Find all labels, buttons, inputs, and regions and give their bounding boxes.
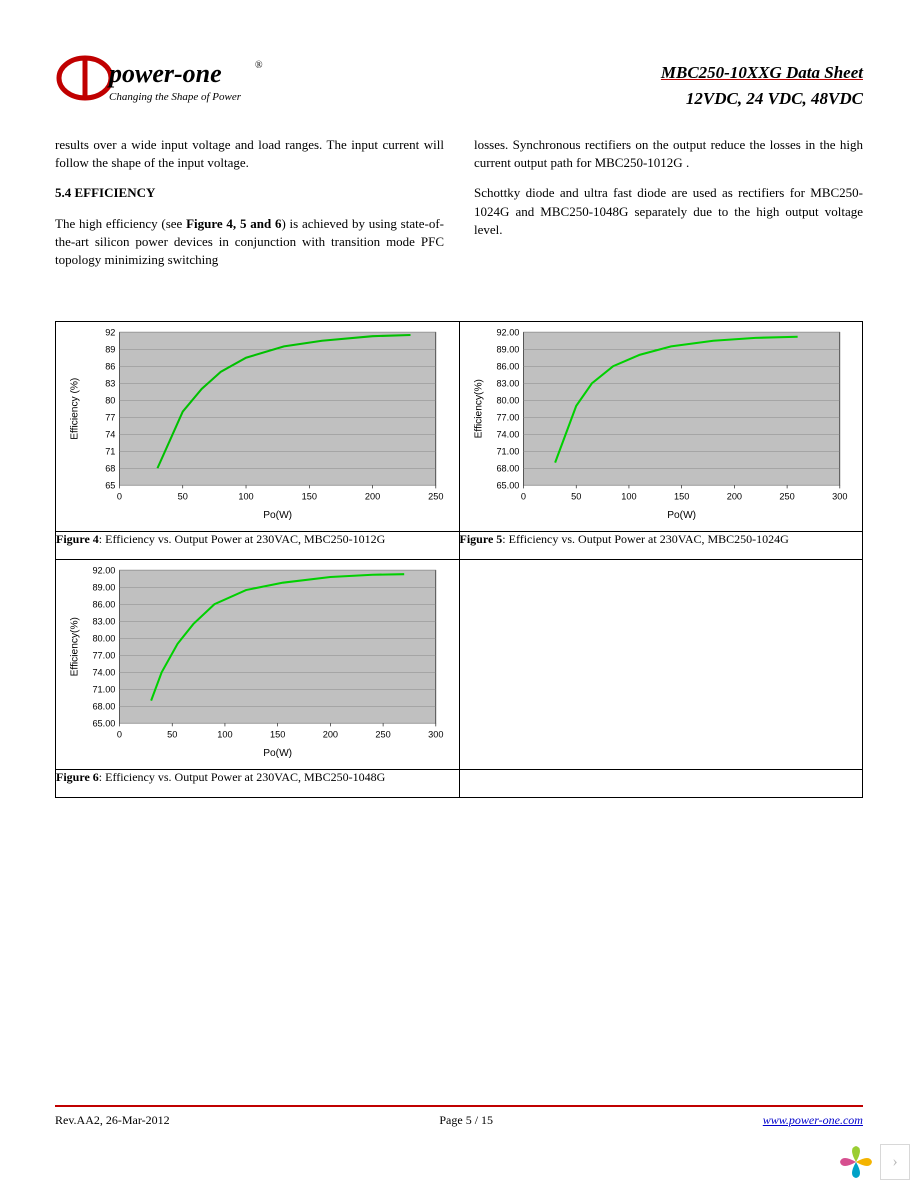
empty-caption (459, 770, 863, 798)
svg-text:71.00: 71.00 (496, 446, 519, 456)
svg-text:74: 74 (105, 429, 115, 439)
doc-title: MBC250-10XXG Data Sheet 12VDC, 24 VDC, 4… (661, 60, 863, 111)
svg-text:77.00: 77.00 (92, 650, 115, 660)
svg-text:200: 200 (365, 492, 380, 502)
right-p2: Schottky diode and ultra fast diode are … (474, 184, 863, 239)
svg-text:68.00: 68.00 (92, 701, 115, 711)
figure6-cell: 65.00 68.00 71.00 74.00 77.00 80.00 83.00 86.00… (56, 560, 460, 770)
svg-text:power-one: power-one (107, 59, 222, 88)
svg-text:65.00: 65.00 (496, 480, 519, 490)
svg-text:Efficiency(%): Efficiency(%) (70, 617, 81, 676)
figure4-cell: 65 68 71 74 77 80 83 86 89 92 0 50 100 150 200 250 Po(W)… (56, 322, 460, 532)
svg-text:92.00: 92.00 (496, 327, 519, 337)
rev-text: Rev.AA2, 26-Mar-2012 (55, 1113, 170, 1128)
svg-text:®: ® (255, 60, 263, 71)
svg-text:Efficiency (%): Efficiency (%) (70, 378, 81, 440)
figure6-caption: Figure 6: Efficiency vs. Output Power at… (56, 770, 460, 798)
svg-text:250: 250 (375, 730, 390, 740)
svg-text:100: 100 (238, 492, 253, 502)
svg-text:150: 150 (270, 730, 285, 740)
svg-text:100: 100 (621, 492, 636, 502)
svg-text:83: 83 (105, 378, 115, 388)
title-line2: 12VDC, 24 VDC, 48VDC (661, 86, 863, 112)
page-header: power-one ® Changing the Shape of Power … (55, 50, 863, 111)
svg-text:92.00: 92.00 (92, 565, 115, 575)
page-footer: Rev.AA2, 26-Mar-2012 Page 5 / 15 www.pow… (55, 1105, 863, 1128)
svg-text:50: 50 (167, 730, 177, 740)
svg-text:200: 200 (323, 730, 338, 740)
svg-text:80: 80 (105, 395, 115, 405)
footer-link[interactable]: www.power-one.com (763, 1113, 863, 1128)
svg-text:250: 250 (428, 492, 443, 502)
svg-text:100: 100 (217, 730, 232, 740)
left-p2b: Figure 4, 5 and 6 (186, 216, 281, 231)
fig6-bold: Figure 6 (56, 770, 99, 784)
svg-text:89.00: 89.00 (92, 582, 115, 592)
svg-text:71.00: 71.00 (92, 684, 115, 694)
svg-text:68.00: 68.00 (496, 463, 519, 473)
svg-text:150: 150 (674, 492, 689, 502)
svg-text:83.00: 83.00 (92, 616, 115, 626)
svg-text:80.00: 80.00 (496, 395, 519, 405)
svg-text:0: 0 (117, 492, 122, 502)
svg-text:89.00: 89.00 (496, 344, 519, 354)
svg-text:250: 250 (779, 492, 794, 502)
section-heading: 5.4 EFFICIENCY (55, 184, 444, 202)
brand-logo: power-one ® Changing the Shape of Power (55, 50, 275, 110)
svg-text:Po(W): Po(W) (263, 748, 292, 759)
svg-text:74.00: 74.00 (496, 429, 519, 439)
svg-text:300: 300 (428, 730, 443, 740)
svg-text:Po(W): Po(W) (263, 510, 292, 521)
svg-text:92: 92 (105, 327, 115, 337)
svg-text:65: 65 (105, 480, 115, 490)
svg-text:0: 0 (520, 492, 525, 502)
left-p2a: The high efficiency (see (55, 216, 186, 231)
next-button[interactable]: › (880, 1144, 910, 1180)
figure6-chart: 65.00 68.00 71.00 74.00 77.00 80.00 83.00 86.00… (56, 560, 459, 760)
svg-text:Po(W): Po(W) (667, 510, 696, 521)
svg-text:71: 71 (105, 446, 115, 456)
svg-text:50: 50 (178, 492, 188, 502)
svg-text:80.00: 80.00 (92, 633, 115, 643)
body-text: results over a wide input voltage and lo… (55, 136, 863, 281)
svg-text:86: 86 (105, 361, 115, 371)
svg-text:Changing the Shape of Power: Changing the Shape of Power (109, 91, 242, 103)
right-p1: losses. Synchronous rectifiers on the ou… (474, 136, 863, 172)
svg-text:300: 300 (832, 492, 847, 502)
svg-text:200: 200 (726, 492, 741, 502)
fig5-bold: Figure 5 (460, 532, 503, 546)
figure4-chart: 65 68 71 74 77 80 83 86 89 92 0 50 100 150 200 250 Po(W)… (56, 322, 459, 522)
svg-text:89: 89 (105, 344, 115, 354)
svg-text:150: 150 (302, 492, 317, 502)
svg-text:68: 68 (105, 463, 115, 473)
viewer-widget: › (838, 1144, 910, 1180)
fig5-text: : Efficiency vs. Output Power at 230VAC,… (502, 532, 789, 546)
svg-text:83.00: 83.00 (496, 378, 519, 388)
svg-text:77.00: 77.00 (496, 412, 519, 422)
svg-text:0: 0 (117, 730, 122, 740)
title-line1: MBC250-10XXG Data Sheet (661, 60, 863, 86)
svg-text:Efficiency(%): Efficiency(%) (473, 379, 484, 438)
figure-table: 65 68 71 74 77 80 83 86 89 92 0 50 100 150 200 250 Po(W)… (55, 321, 863, 798)
empty-cell (459, 560, 863, 770)
fig6-text: : Efficiency vs. Output Power at 230VAC,… (99, 770, 386, 784)
svg-text:86.00: 86.00 (92, 599, 115, 609)
fig4-bold: Figure 4 (56, 532, 99, 546)
svg-text:77: 77 (105, 412, 115, 422)
petal-icon (838, 1144, 874, 1180)
page-number: Page 5 / 15 (439, 1113, 493, 1128)
figure5-cell: 65.00 68.00 71.00 74.00 77.00 80.00 83.00 86.00… (459, 322, 863, 532)
fig4-text: : Efficiency vs. Output Power at 230VAC,… (99, 532, 386, 546)
figure4-caption: Figure 4: Efficiency vs. Output Power at… (56, 532, 460, 560)
svg-text:86.00: 86.00 (496, 361, 519, 371)
svg-text:74.00: 74.00 (92, 667, 115, 677)
footer-rule (55, 1105, 863, 1107)
svg-text:50: 50 (571, 492, 581, 502)
svg-text:65.00: 65.00 (92, 718, 115, 728)
left-p1: results over a wide input voltage and lo… (55, 136, 444, 172)
left-p2: The high efficiency (see Figure 4, 5 and… (55, 215, 444, 270)
figure5-caption: Figure 5: Efficiency vs. Output Power at… (459, 532, 863, 560)
figure5-chart: 65.00 68.00 71.00 74.00 77.00 80.00 83.00 86.00… (460, 322, 863, 522)
